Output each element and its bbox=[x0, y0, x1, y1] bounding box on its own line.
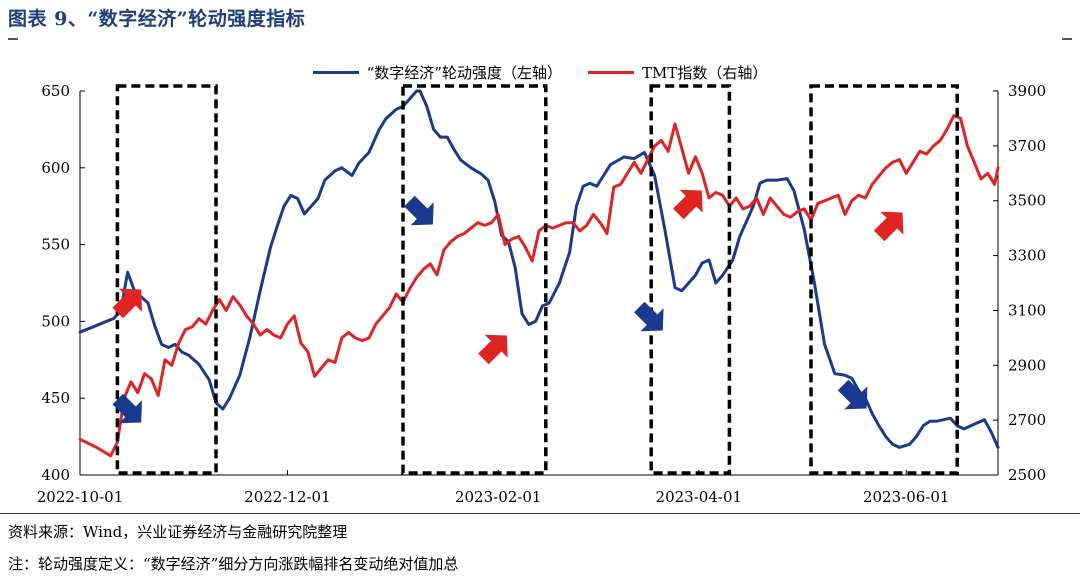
title-rule-left bbox=[8, 38, 18, 40]
up-arrow-icon-shape bbox=[478, 334, 508, 365]
down-arrow-icon-shape bbox=[837, 379, 868, 410]
down-arrow-icon bbox=[837, 379, 868, 410]
right-axis-tick-label: 3900 bbox=[1008, 82, 1046, 100]
left-axis-tick-label: 400 bbox=[41, 466, 70, 484]
up-arrow-icon bbox=[112, 288, 142, 319]
up-arrow-icon-shape bbox=[873, 211, 904, 242]
up-arrow-icon bbox=[478, 334, 508, 365]
up-arrow-icon bbox=[873, 211, 904, 242]
footer-divider bbox=[0, 513, 1080, 514]
chart-legend: “数字经济”轮动强度（左轴） TMT指数（右轴） bbox=[0, 62, 1080, 83]
right-axis-tick-label: 2700 bbox=[1008, 411, 1046, 429]
down-arrow-icon-shape bbox=[404, 195, 434, 226]
right-axis-tick-label: 3100 bbox=[1008, 301, 1046, 319]
x-axis-tick-label: 2022-12-01 bbox=[244, 488, 330, 506]
chart-title: 图表 9、“数字经济”轮动强度指标 bbox=[8, 8, 306, 30]
highlight-box bbox=[809, 84, 959, 475]
x-axis-tick-label: 2022-10-01 bbox=[37, 488, 123, 506]
legend-label-right: TMT指数（右轴） bbox=[641, 64, 768, 82]
left-axis-tick-label: 450 bbox=[41, 389, 70, 407]
highlight-box bbox=[649, 84, 732, 475]
left-axis-tick-label: 550 bbox=[41, 236, 70, 254]
down-arrow-icon-shape bbox=[634, 301, 664, 332]
left-axis-tick-label: 650 bbox=[41, 82, 70, 100]
down-arrow-icon bbox=[404, 195, 434, 226]
down-arrow-icon bbox=[112, 393, 142, 424]
right-axis-tick-label: 2900 bbox=[1008, 356, 1046, 374]
source-note: 资料来源：Wind，兴业证券经济与金融研究院整理 bbox=[8, 523, 348, 541]
highlight-box bbox=[115, 84, 218, 475]
highlight-box bbox=[401, 84, 548, 475]
right-axis-tick-label: 3700 bbox=[1008, 137, 1046, 155]
legend-item-left-series: “数字经济”轮动强度（左轴） bbox=[312, 62, 562, 83]
up-arrow-icon bbox=[673, 189, 703, 220]
right-axis-tick-label: 3300 bbox=[1008, 247, 1046, 265]
legend-swatch-left bbox=[312, 71, 359, 74]
legend-swatch-right bbox=[587, 71, 634, 74]
right-axis-tick-label: 3500 bbox=[1008, 192, 1046, 210]
legend-label-left: “数字经济”轮动强度（左轴） bbox=[366, 64, 562, 82]
down-arrow-icon bbox=[634, 301, 664, 332]
definition-note: 注：轮动强度定义：“数字经济”细分方向涨跌幅排名变动绝对值加总 bbox=[8, 555, 459, 573]
tmt-index-line bbox=[78, 114, 1000, 458]
left-axis-tick-label: 500 bbox=[41, 312, 70, 330]
up-arrow-icon-shape bbox=[673, 189, 703, 220]
x-axis-tick-label: 2023-02-01 bbox=[455, 488, 541, 506]
down-arrow-icon-shape bbox=[112, 393, 142, 424]
up-arrow-icon-shape bbox=[112, 288, 142, 319]
x-axis-tick-label: 2023-04-01 bbox=[656, 488, 742, 506]
legend-item-right-series: TMT指数（右轴） bbox=[587, 62, 768, 83]
title-rule-right bbox=[1062, 38, 1072, 40]
x-axis-tick-label: 2023-06-01 bbox=[863, 488, 949, 506]
left-axis-tick-label: 600 bbox=[41, 159, 70, 177]
right-axis-tick-label: 2500 bbox=[1008, 466, 1046, 484]
